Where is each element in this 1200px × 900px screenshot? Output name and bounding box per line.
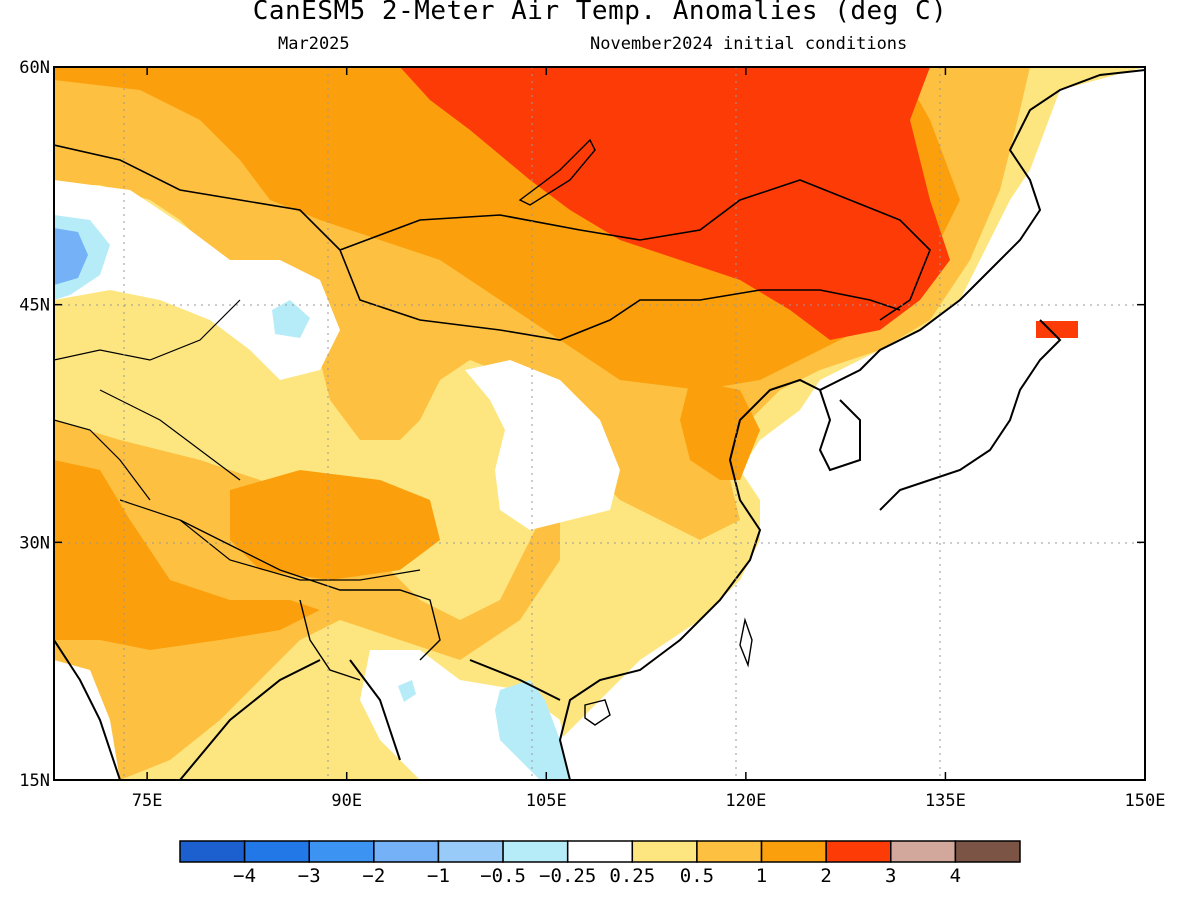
colorbar-label: −1: [427, 865, 450, 887]
colorbar-swatch: [566, 840, 634, 863]
anomaly-region-pos05-south: [54, 420, 560, 780]
colorbar: −4 −3 −2 −1 −0.5 −0.25 0.25 0.5 1 2 3 4: [179, 840, 1021, 887]
korea-coastline: [818, 389, 861, 472]
colorbar-swatch: [760, 840, 827, 863]
japan-coastline: [879, 319, 1062, 511]
colorbar-label: 3: [885, 865, 896, 887]
lon-tick-label: 135E: [925, 791, 966, 811]
china-mongolia-border: [339, 179, 931, 341]
colorbar-swatch: [631, 840, 698, 863]
anomaly-region-pos1-china: [680, 380, 760, 480]
colorbar-swatch: [243, 840, 310, 863]
colorbar-swatch: [502, 840, 569, 863]
anomaly-region-ocean-neutral: [560, 67, 1145, 780]
anomaly-region-pos1-india: [54, 460, 320, 650]
lon-tick-label: 90E: [331, 791, 362, 811]
lat-tick-label: 15N: [19, 771, 50, 791]
hainan-island: [584, 699, 611, 726]
colorbar-swatch: [696, 840, 763, 863]
colorbar-swatch: [825, 840, 892, 863]
anomaly-region-neutral-india: [54, 660, 120, 780]
colorbar-label: 0.25: [609, 865, 655, 887]
map-axes: 75E 90E 105E 120E 135E 150E 60N 45N 30N 15N: [19, 58, 1165, 811]
colorbar-label: 2: [820, 865, 831, 887]
himalaya-border: [179, 519, 441, 681]
map-frame: [53, 66, 1146, 781]
colorbar-swatch: [179, 840, 246, 863]
colorbar-swatch: [308, 840, 375, 863]
coastlines: [54, 69, 1145, 780]
anomaly-region-pos2: [400, 67, 950, 340]
colorbar-label: −0.25: [539, 865, 596, 887]
indochina-coastline: [349, 659, 561, 761]
colorbar-swatch: [954, 840, 1021, 863]
anomaly-region-neg-small-burma: [398, 680, 416, 702]
anomaly-region-pos1-tibet: [230, 470, 440, 580]
anomaly-region-neg-small-indochina: [495, 680, 570, 780]
anomaly-region-neg-small-central: [272, 300, 310, 338]
colorbar-label: 1: [756, 865, 767, 887]
lat-tick-label: 30N: [19, 533, 50, 553]
taiwan-island: [739, 617, 753, 668]
colorbar-label: −4: [233, 865, 256, 887]
baikal-lake: [518, 138, 596, 206]
chart-title: CanESM5 2-Meter Air Temp. Anomalies (deg…: [252, 0, 948, 26]
central-asia-borders: [54, 299, 421, 581]
colorbar-label: −0.5: [480, 865, 526, 887]
colorbar-swatch: [437, 840, 504, 863]
colorbar-label: 0.5: [680, 865, 714, 887]
lon-tick-label: 120E: [725, 791, 766, 811]
anomaly-field: [54, 67, 1145, 780]
colorbar-label: −2: [362, 865, 385, 887]
colorbar-label: −3: [298, 865, 321, 887]
asia-coastline: [558, 69, 1145, 780]
anomaly-region-neutral-kazakh: [54, 180, 340, 380]
valid-month-label: Mar2025: [278, 34, 350, 54]
anomaly-region-neutral-china: [465, 360, 620, 530]
lon-tick-label: 105E: [526, 791, 567, 811]
lat-tick-label: 45N: [19, 296, 50, 316]
lat-tick-label: 60N: [19, 58, 50, 78]
lon-tick-label: 150E: [1125, 791, 1166, 811]
india-coastline: [54, 639, 321, 780]
lon-tick-label: 75E: [132, 791, 163, 811]
russia-border: [54, 144, 341, 251]
colorbar-swatch: [373, 840, 440, 863]
colorbar-label: 4: [950, 865, 961, 887]
anomaly-region-neg-medium-kazakh: [54, 228, 88, 285]
initial-conditions-label: November2024 initial conditions: [590, 34, 908, 54]
colorbar-swatch: [890, 840, 957, 863]
